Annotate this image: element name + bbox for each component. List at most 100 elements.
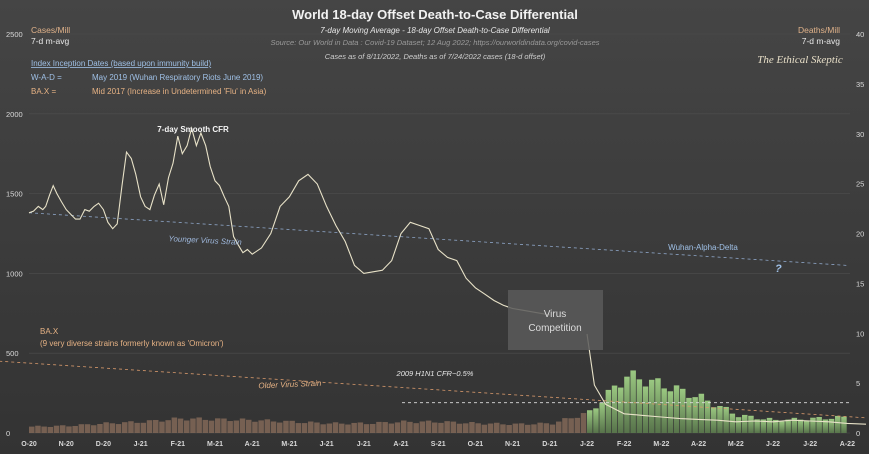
x-tick-label: S-21 bbox=[431, 441, 446, 448]
case-bar bbox=[463, 423, 469, 433]
case-bar bbox=[159, 421, 165, 433]
cfr-curve-label: 7-day Smooth CFR bbox=[157, 125, 229, 134]
case-bar bbox=[109, 423, 116, 433]
case-bar bbox=[779, 421, 785, 433]
case-bar bbox=[196, 417, 202, 433]
case-bar bbox=[444, 421, 450, 433]
case-bar bbox=[78, 424, 85, 433]
case-bar bbox=[593, 408, 599, 433]
left-tick-label: 1500 bbox=[6, 190, 23, 199]
case-bar bbox=[556, 421, 562, 433]
case-bar bbox=[233, 420, 240, 433]
case-bar bbox=[835, 415, 841, 433]
left-tick-label: 2500 bbox=[6, 30, 23, 39]
x-tick-label: N-21 bbox=[505, 441, 520, 448]
case-bar bbox=[469, 422, 475, 433]
case-bar bbox=[320, 424, 326, 433]
case-bar bbox=[525, 424, 531, 433]
chart-subtitle: 7-day Moving Average - 18-day Offset Dea… bbox=[320, 26, 550, 35]
case-bar bbox=[599, 402, 605, 433]
virus-competition-box bbox=[508, 290, 603, 350]
legend-key-bax: BA.X = bbox=[31, 87, 56, 96]
case-bar bbox=[605, 389, 612, 433]
case-bar bbox=[84, 424, 91, 433]
case-bar bbox=[537, 422, 543, 433]
case-bar bbox=[642, 386, 649, 433]
x-tick-label: O-20 bbox=[21, 441, 37, 448]
case-bar bbox=[122, 422, 128, 433]
x-tick-label: J-22 bbox=[766, 441, 780, 448]
h1n1-label: 2009 H1N1 CFR~0.5% bbox=[396, 369, 474, 378]
x-tick-label: O-21 bbox=[468, 441, 484, 448]
case-bar bbox=[264, 419, 271, 433]
case-bar bbox=[295, 423, 302, 433]
left-tick-label: 1000 bbox=[6, 269, 23, 278]
left-axis-ticks: 2500 2000 1500 1000 500 0 bbox=[6, 30, 23, 438]
case-bar bbox=[115, 424, 122, 433]
case-bar bbox=[103, 422, 109, 433]
chart-dates-note: Cases as of 8/11/2022, Deaths as of 7/24… bbox=[325, 52, 546, 61]
case-bar bbox=[667, 391, 674, 433]
case-bar bbox=[339, 423, 345, 433]
x-tick-label: D-21 bbox=[542, 441, 557, 448]
x-tick-label: J-22 bbox=[803, 441, 817, 448]
case-bar bbox=[760, 419, 767, 433]
case-bar bbox=[568, 418, 574, 433]
case-bar bbox=[500, 424, 506, 433]
case-bar bbox=[717, 406, 723, 433]
competition-label: Competition bbox=[528, 323, 581, 334]
case-bar bbox=[382, 422, 388, 433]
x-tick-label: A-21 bbox=[393, 441, 408, 448]
left-tick-label: 500 bbox=[6, 349, 19, 358]
case-bar bbox=[704, 400, 711, 433]
case-bar bbox=[351, 422, 357, 433]
case-bar bbox=[97, 423, 103, 433]
case-bar bbox=[729, 413, 736, 433]
case-bar bbox=[29, 426, 35, 433]
case-bar bbox=[140, 422, 147, 433]
x-tick-label: D-20 bbox=[96, 441, 111, 448]
case-bar bbox=[673, 385, 680, 433]
case-bar bbox=[518, 423, 525, 433]
younger-trend-line bbox=[28, 212, 848, 266]
case-bar bbox=[153, 419, 159, 433]
x-tick-label: A-22 bbox=[691, 441, 706, 448]
case-bar bbox=[754, 419, 760, 433]
case-bar bbox=[301, 423, 308, 433]
case-bar bbox=[630, 370, 636, 433]
right-tick-label: 25 bbox=[856, 180, 864, 189]
case-bar bbox=[41, 426, 47, 433]
x-tick-label: J-21 bbox=[357, 441, 371, 448]
case-bar bbox=[376, 421, 382, 433]
case-bar bbox=[394, 422, 401, 433]
case-bar bbox=[134, 422, 140, 433]
case-bar bbox=[655, 378, 661, 433]
case-bar bbox=[239, 418, 246, 433]
x-tick-label: J-21 bbox=[320, 441, 334, 448]
question-mark: ? bbox=[775, 263, 782, 275]
case-bar bbox=[289, 420, 295, 433]
case-bar bbox=[543, 423, 550, 433]
left-tick-label: 0 bbox=[6, 429, 10, 438]
late-cfr-line bbox=[586, 333, 867, 425]
case-bar bbox=[624, 376, 630, 433]
case-bar bbox=[692, 397, 698, 433]
x-tick-label: A-21 bbox=[245, 441, 260, 448]
case-bar bbox=[91, 425, 97, 433]
case-bar bbox=[270, 421, 277, 433]
case-bar bbox=[177, 418, 184, 433]
x-axis-ticks: O-20 N-20 D-20 J-21 F-21 M-21 A-21 M-21 J-21 J-21… bbox=[21, 441, 855, 448]
case-bar bbox=[227, 421, 233, 433]
case-bar bbox=[773, 419, 779, 433]
brand-signature: The Ethical Skeptic bbox=[757, 54, 843, 66]
case-bar bbox=[357, 422, 364, 433]
case-bar bbox=[587, 410, 593, 433]
case-bar bbox=[370, 423, 376, 433]
x-tick-label: J-22 bbox=[580, 441, 594, 448]
case-bar bbox=[308, 421, 314, 433]
case-bar bbox=[202, 419, 209, 433]
case-bar bbox=[748, 415, 754, 433]
case-bar bbox=[252, 421, 258, 433]
case-bar bbox=[314, 422, 320, 433]
legend-key-wad: W-A-D = bbox=[31, 73, 62, 82]
